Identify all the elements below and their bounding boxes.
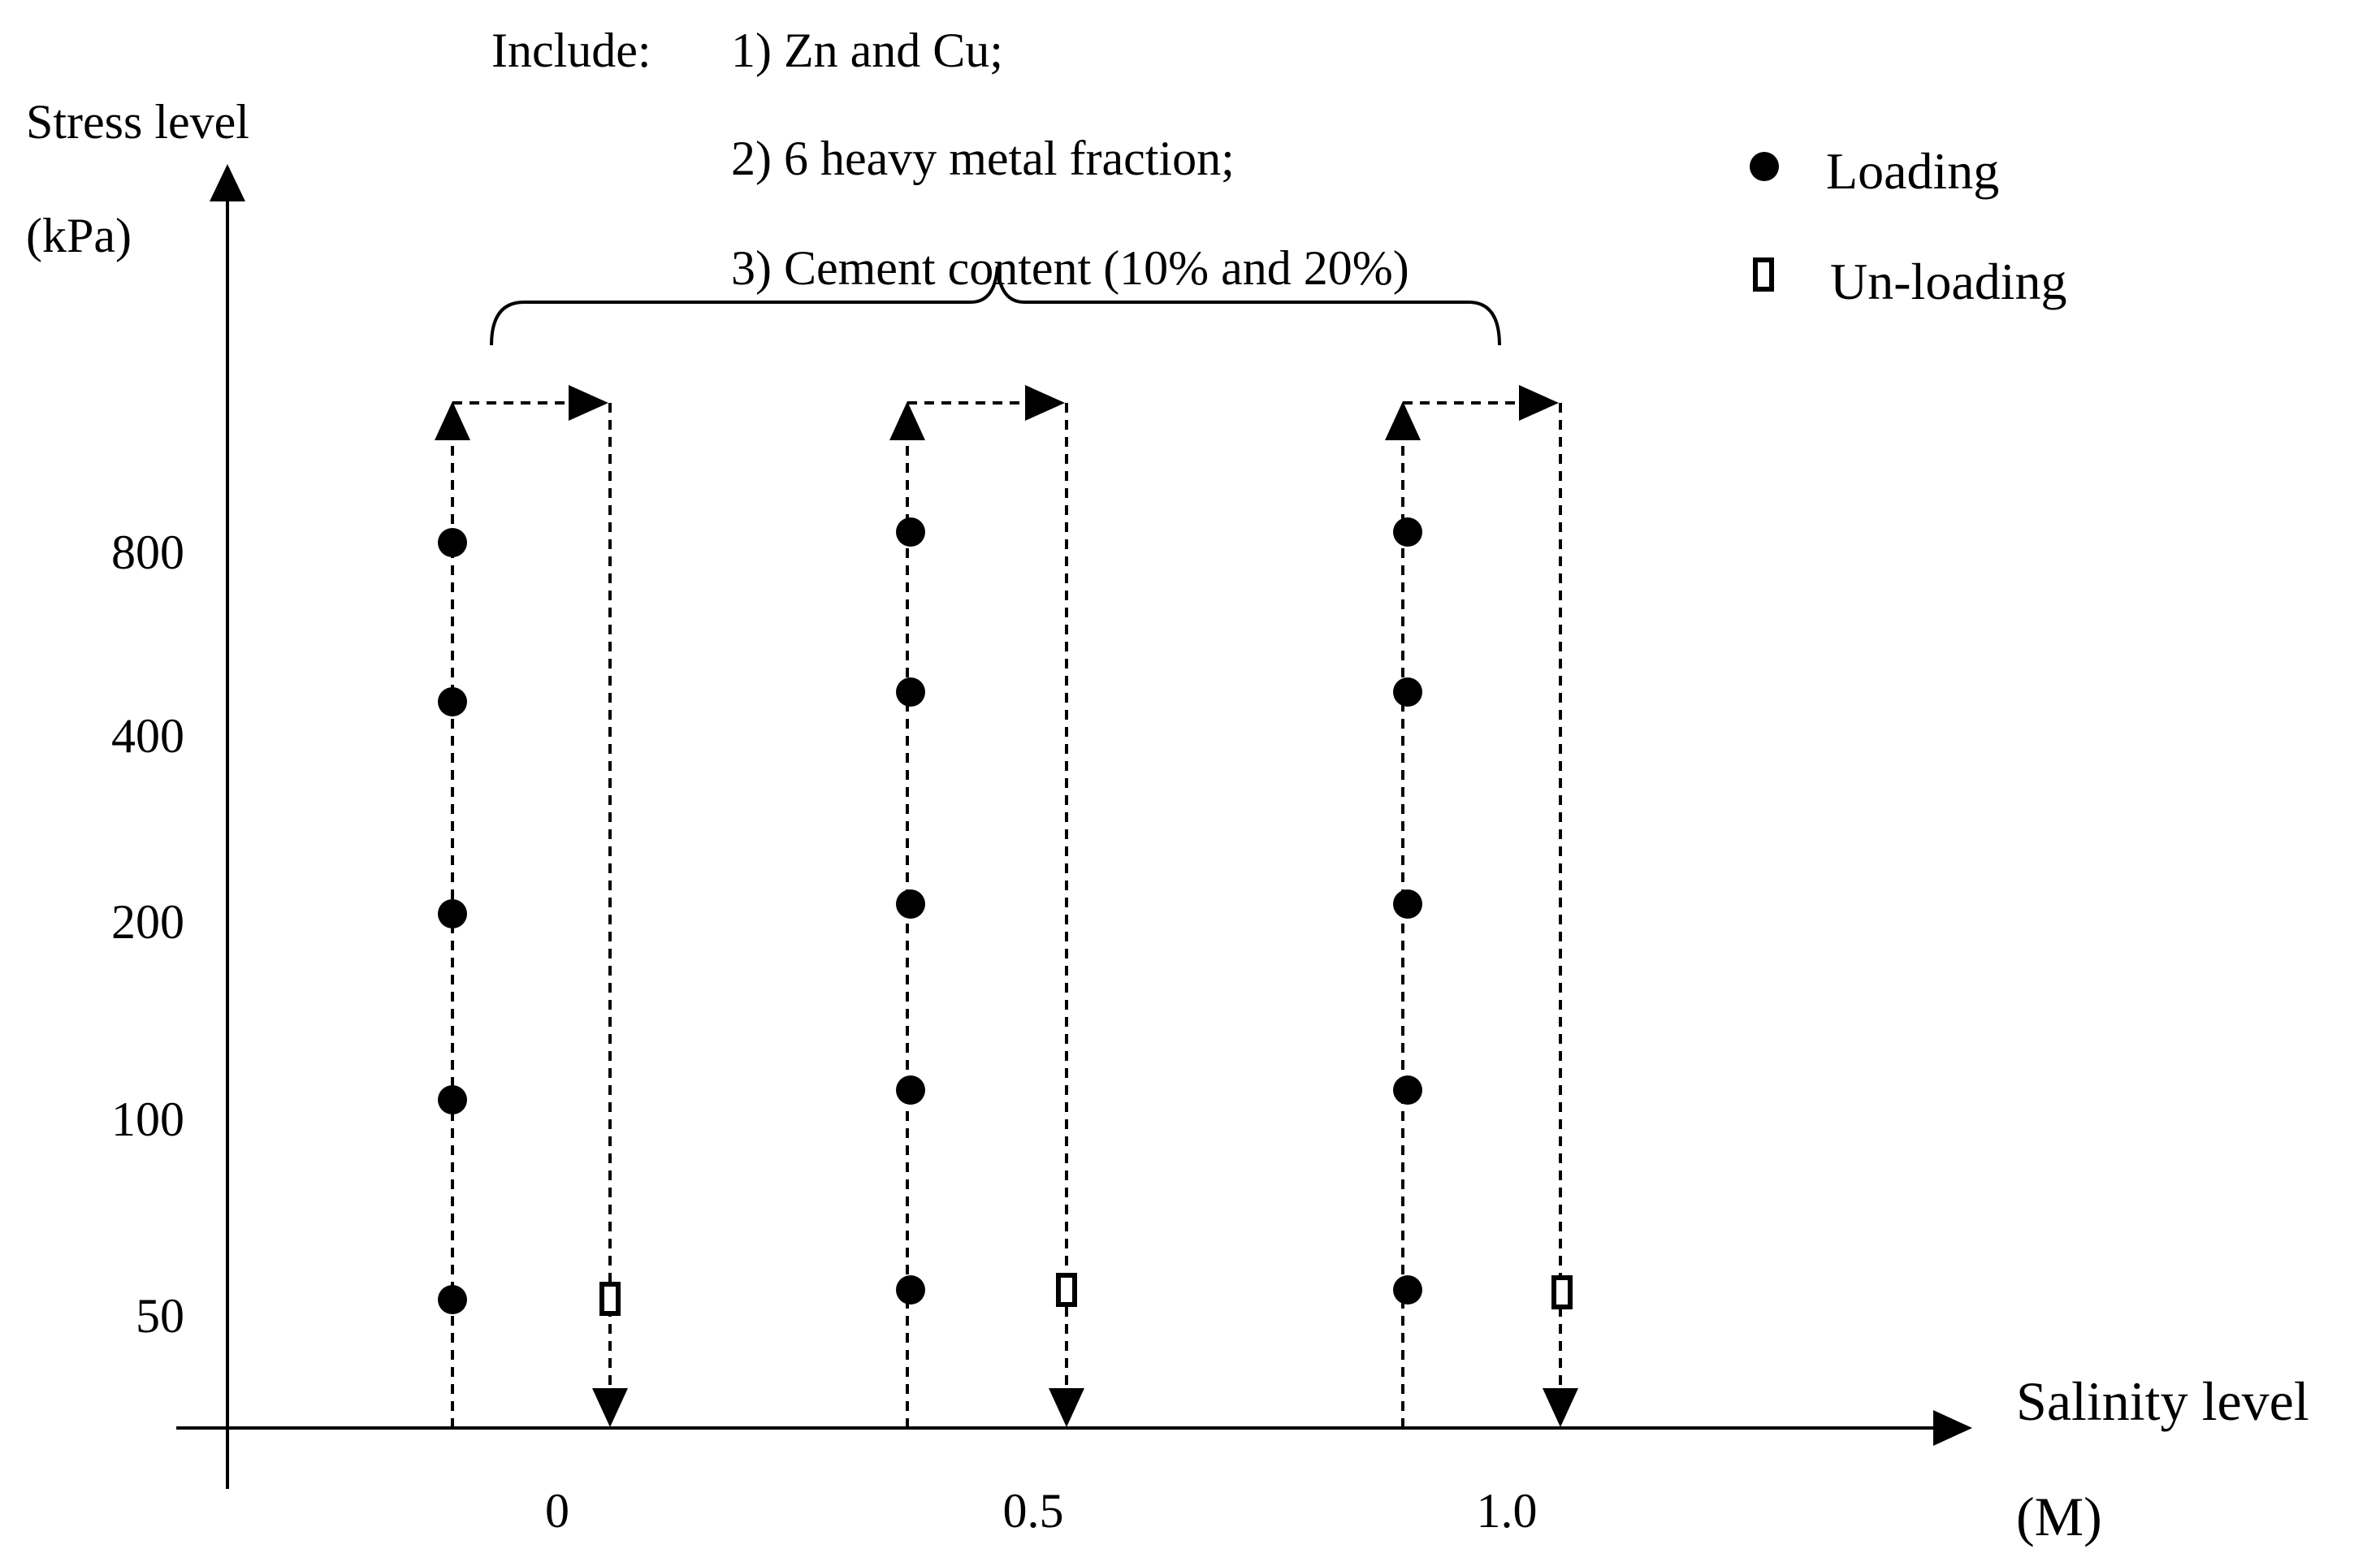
loading-point (896, 1275, 925, 1305)
include-item-1: 1) Zn and Cu; (731, 24, 1003, 77)
legend-unloading-marker (1753, 257, 1774, 292)
loading-point (438, 687, 467, 716)
y-axis-arrowhead (210, 164, 245, 201)
grouping-brace (490, 266, 1501, 346)
unloading-arrowhead (592, 1388, 628, 1427)
loading-point (1393, 677, 1422, 707)
legend-unloading-label: Un-loading (1830, 253, 2067, 310)
loading-point (1393, 1075, 1422, 1105)
loading-point (1393, 1275, 1422, 1305)
salinity-group-1.0 (1385, 385, 1578, 1428)
transition-arrowhead (569, 385, 608, 421)
legend-loading-marker (1750, 152, 1779, 181)
loading-point (1393, 889, 1422, 919)
loading-point (896, 677, 925, 707)
loading-point (896, 889, 925, 919)
x-tick-label: 0.5 (1003, 1484, 1064, 1538)
y-tick-label: 800 (111, 526, 184, 579)
x-axis-arrowhead (1933, 1410, 1972, 1446)
unloading-arrowhead (1543, 1388, 1578, 1427)
include-item-3: 3) Cement content (10% and 20%) (731, 241, 1409, 295)
y-tick-label: 100 (111, 1093, 184, 1146)
y-axis-title: Stress level (26, 95, 249, 149)
include-label: Include: (491, 24, 651, 77)
loading-arrowhead (435, 401, 470, 440)
unloading-point (1056, 1273, 1077, 1307)
x-tick-label: 0 (545, 1484, 569, 1538)
loading-arrowhead (1385, 401, 1421, 440)
loading-point (438, 1285, 467, 1314)
transition-arrowhead (1025, 385, 1065, 421)
y-tick-label: 400 (111, 709, 184, 763)
loading-arrowhead (889, 401, 925, 440)
transition-arrowhead (1519, 385, 1559, 421)
unloading-arrowhead (1049, 1388, 1084, 1427)
legend-loading-label: Loading (1826, 142, 1999, 200)
y-axis-unit: (kPa) (26, 209, 132, 262)
x-tick-label: 1.0 (1477, 1484, 1538, 1538)
loading-point (438, 528, 467, 557)
salinity-group-0 (435, 385, 628, 1428)
x-axis-unit: (M) (2016, 1486, 2102, 1547)
loading-point (1393, 517, 1422, 547)
unloading-point (599, 1282, 621, 1316)
y-tick-label: 50 (136, 1289, 184, 1343)
salinity-group-0.5 (889, 385, 1084, 1428)
loading-point (438, 899, 467, 928)
loading-point (896, 1075, 925, 1105)
x-axis-title: Salinity level (2016, 1370, 2309, 1432)
unloading-point (1551, 1275, 1573, 1309)
loading-point (896, 517, 925, 547)
loading-point (438, 1085, 467, 1114)
include-item-2: 2) 6 heavy metal fraction; (731, 132, 1235, 185)
y-tick-label: 200 (111, 895, 184, 949)
